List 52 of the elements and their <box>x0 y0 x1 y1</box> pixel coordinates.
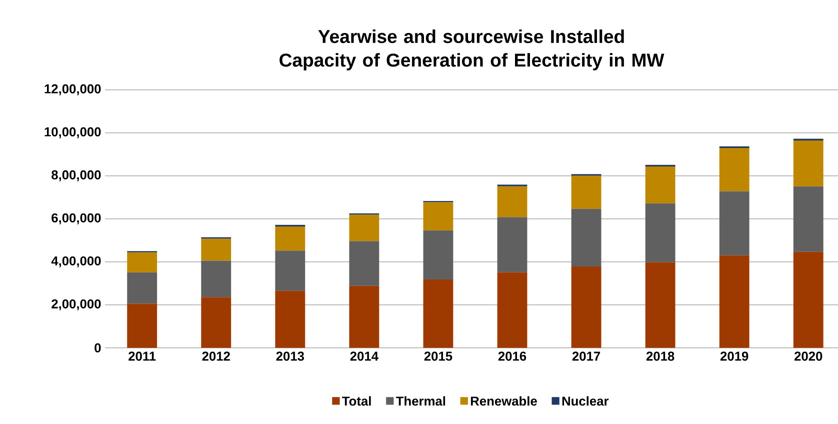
bar <box>275 250 306 291</box>
bar <box>127 252 158 272</box>
bar <box>201 238 232 261</box>
bar <box>349 241 380 286</box>
y-tick-label: 12,00,000 <box>44 84 101 96</box>
bar <box>201 260 232 298</box>
bar <box>793 252 824 348</box>
bar <box>497 272 528 348</box>
x-tick-label: 2015 <box>424 352 452 361</box>
x-tick-label: 2017 <box>572 352 600 361</box>
bar <box>127 304 158 348</box>
bar <box>719 191 750 256</box>
bar <box>645 262 676 348</box>
bar <box>423 202 454 230</box>
y-tick-label: 4,00,000 <box>51 256 101 268</box>
bar <box>793 140 824 186</box>
y-tick-label: 8,00,000 <box>52 170 101 182</box>
bar <box>275 226 306 251</box>
bar <box>571 208 602 267</box>
y-tick-label: 6,00,000 <box>52 213 101 224</box>
legend-label: Renewable <box>470 396 537 406</box>
legend-label: Total <box>342 396 371 406</box>
x-tick-label: 2018 <box>646 352 674 361</box>
bar <box>275 290 306 348</box>
bar <box>127 272 158 304</box>
bar <box>793 186 824 252</box>
x-tick-label: 2013 <box>276 352 304 361</box>
x-tick-label: 2016 <box>498 352 526 361</box>
bar <box>423 230 454 280</box>
x-tick-label: 2019 <box>720 352 748 361</box>
bar <box>645 203 676 262</box>
y-tick-label: 0 <box>94 343 101 352</box>
bar <box>719 148 750 192</box>
chart-title: Yearwise and sourcewise Installed Capacity of Generation of Electricity in MW <box>280 30 664 70</box>
bar <box>201 297 232 348</box>
bar <box>571 266 602 348</box>
bar <box>497 186 528 218</box>
legend-label: Thermal <box>396 396 446 406</box>
x-tick-label: 2014 <box>350 352 378 361</box>
bar <box>349 286 380 348</box>
bar <box>423 280 454 348</box>
bar <box>571 176 602 209</box>
bar <box>497 217 528 272</box>
bar <box>645 166 676 204</box>
bar <box>349 214 380 242</box>
x-tick-label: 2011 <box>128 352 156 361</box>
x-tick-label: 2020 <box>794 352 822 361</box>
x-tick-label: 2012 <box>202 352 230 361</box>
legend-label: Nuclear <box>562 396 609 406</box>
bar <box>719 255 750 348</box>
y-tick-label: 2,00,000 <box>52 299 101 310</box>
y-tick-label: 10,00,000 <box>44 127 101 138</box>
